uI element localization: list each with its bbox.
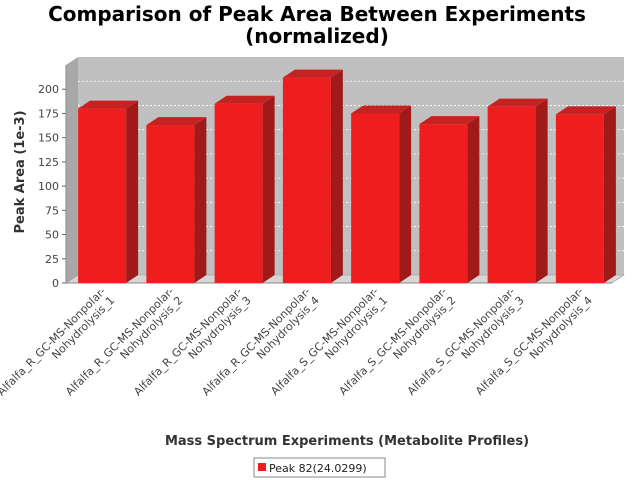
y-tick-label: 50 <box>45 229 59 242</box>
legend: Peak 82(24.0299) <box>253 457 386 478</box>
y-tick-label: 175 <box>38 107 59 120</box>
bar-side <box>467 116 480 283</box>
bar[interactable] <box>487 106 536 283</box>
bar-side <box>194 117 207 284</box>
y-tick-label: 75 <box>45 204 59 217</box>
bar-side <box>126 100 139 283</box>
bar[interactable] <box>419 124 468 283</box>
y-tick-label: 200 <box>38 83 59 96</box>
legend-swatch <box>258 463 266 471</box>
legend-label: Peak 82(24.0299) <box>269 462 367 475</box>
x-tick-label: Alfalfa_R_GC-MS-Nonpolar-Nohydrolysis_1 <box>0 285 117 407</box>
y-tick-label: 150 <box>38 132 59 145</box>
y-tick-label: 25 <box>45 253 59 266</box>
bar[interactable] <box>351 113 400 283</box>
bar-top <box>146 117 207 126</box>
bar-top <box>487 98 548 107</box>
bar-top <box>351 105 412 114</box>
bar-top <box>419 116 480 125</box>
bar-side <box>330 69 343 284</box>
bar[interactable] <box>282 77 331 284</box>
bar-side <box>535 98 548 283</box>
y-tick-label: 100 <box>38 180 59 193</box>
y-tick-label: 0 <box>52 277 59 290</box>
bar-top <box>78 100 139 109</box>
x-axis-title: Mass Spectrum Experiments (Metabolite Pr… <box>165 434 529 449</box>
bar[interactable] <box>78 108 127 283</box>
plot-left-wall <box>66 57 78 283</box>
bar-top <box>555 106 616 115</box>
bar[interactable] <box>214 103 263 283</box>
bar[interactable] <box>555 114 604 283</box>
y-tick-label: 125 <box>38 156 59 169</box>
y-axis-title: Peak Area (1e-3) <box>13 110 28 233</box>
bar[interactable] <box>146 125 195 284</box>
chart-title: Comparison of Peak Area Between Experime… <box>48 2 586 26</box>
bar-side <box>399 105 412 283</box>
legend-box <box>253 457 386 478</box>
bar-top <box>282 69 343 78</box>
chart-subtitle: (normalized) <box>245 24 389 48</box>
bar-side <box>603 106 616 283</box>
bar-side <box>262 95 275 283</box>
plot-area: 0 25 50 75 100 125 150 175 200 Alfalfa_R_GC-MS-No… <box>0 57 625 407</box>
bar-top <box>214 95 275 104</box>
